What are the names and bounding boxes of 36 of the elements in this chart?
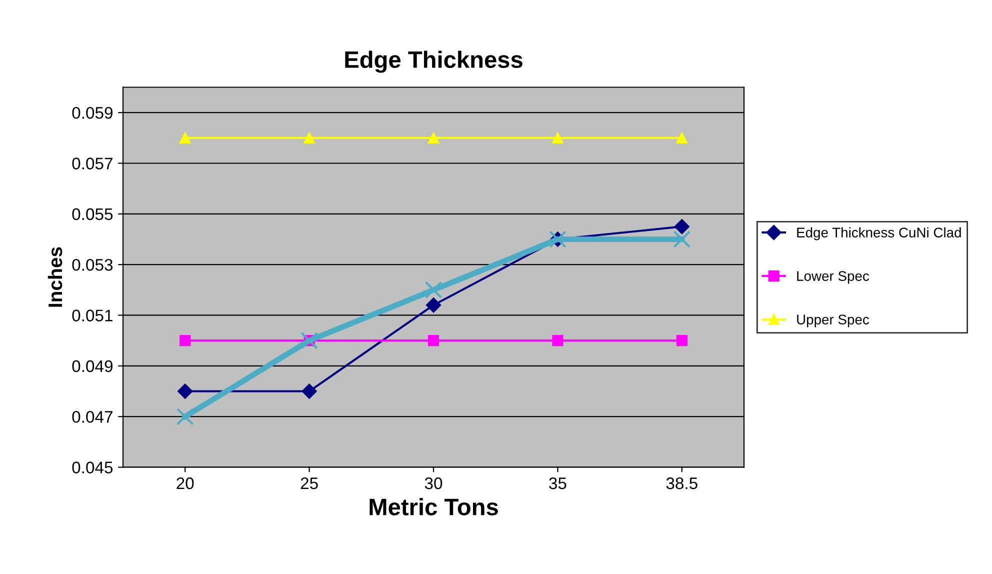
y-tick-label: 0.049 bbox=[72, 360, 112, 372]
x-tick-label: 38.5 bbox=[666, 477, 698, 490]
y-tick-label: 0.047 bbox=[72, 410, 112, 423]
x-tick-label: 25 bbox=[300, 477, 318, 490]
point bbox=[552, 132, 564, 144]
legend-label: Edge Thickness CuNi Clad bbox=[797, 227, 961, 240]
point bbox=[178, 384, 193, 399]
point bbox=[426, 298, 442, 313]
legend-label: Lower Spec bbox=[797, 271, 870, 284]
point bbox=[676, 132, 688, 144]
point bbox=[304, 132, 315, 144]
chart-title: Edge Thickness bbox=[345, 50, 522, 73]
y-tick-label: 0.059 bbox=[72, 106, 112, 119]
point bbox=[673, 230, 691, 248]
point bbox=[428, 335, 440, 346]
point bbox=[676, 335, 688, 346]
y-tick-label: 0.053 bbox=[72, 258, 113, 271]
point bbox=[300, 332, 318, 350]
x-tick-label: 30 bbox=[424, 477, 442, 490]
y-tick-label: 0.055 bbox=[72, 208, 113, 220]
point bbox=[180, 132, 191, 144]
y-tick-label: 0.057 bbox=[72, 158, 112, 170]
x-axis-title: Metric Tons bbox=[370, 498, 498, 516]
y-tick-label: 0.045 bbox=[72, 462, 113, 474]
x-tick-label: 20 bbox=[176, 477, 194, 490]
point bbox=[176, 408, 194, 426]
point bbox=[674, 219, 690, 234]
point bbox=[424, 281, 442, 299]
point bbox=[428, 132, 440, 144]
legend-label: Upper Spec bbox=[797, 314, 870, 328]
y-tick-label: 0.051 bbox=[72, 310, 112, 322]
point bbox=[302, 384, 317, 399]
point bbox=[552, 335, 564, 346]
x-tick-label: 35 bbox=[549, 477, 566, 490]
point bbox=[180, 335, 191, 346]
y-axis-title: Inches bbox=[48, 247, 62, 307]
